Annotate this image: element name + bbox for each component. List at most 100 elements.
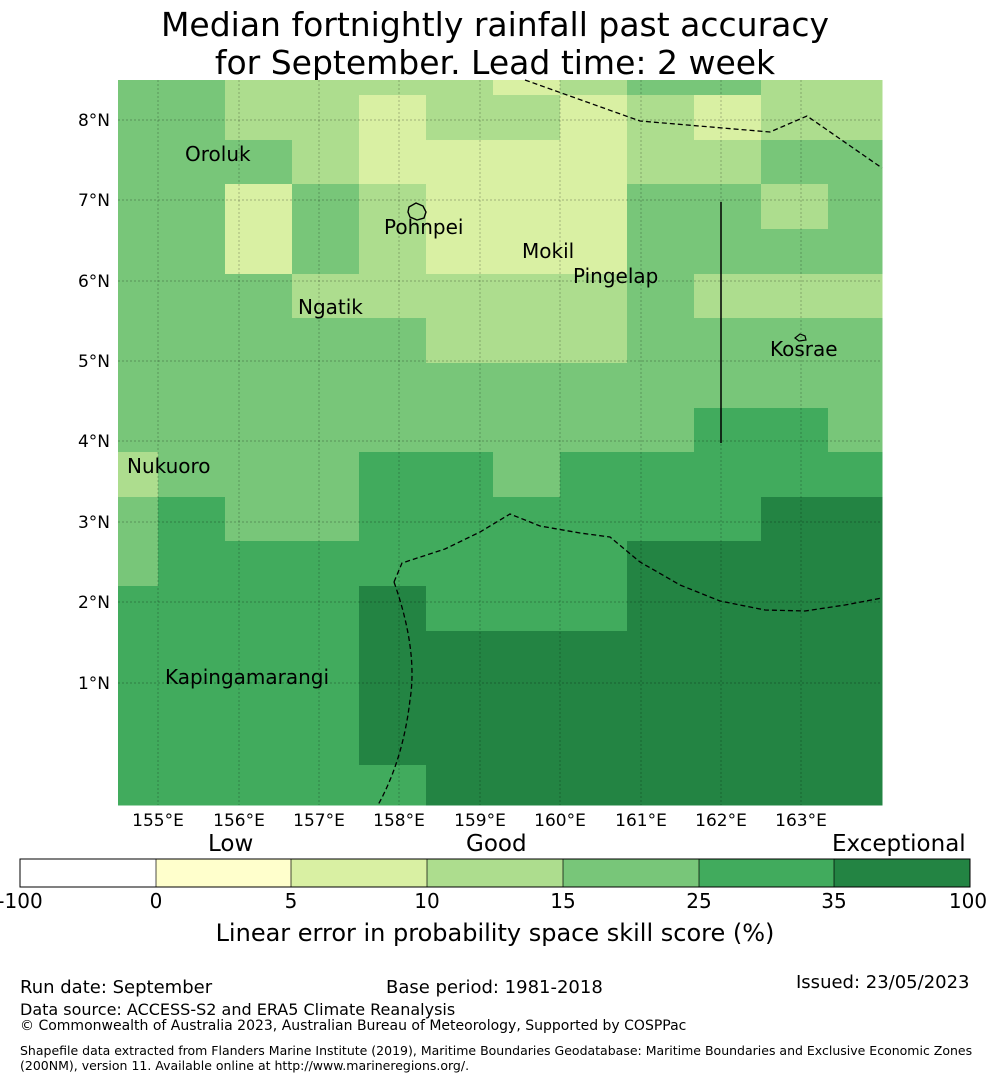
colorbar-label: Linear error in probability space skill … [215, 919, 775, 947]
skill-cell [359, 765, 427, 806]
skill-cell [118, 363, 159, 409]
colorbar-tick-0: 0 [149, 889, 163, 913]
lat-label-2n: 2°N [78, 593, 110, 613]
skill-cell [426, 765, 494, 806]
skill-cell [493, 95, 561, 141]
skill-cell [761, 229, 829, 275]
skill-cell [118, 184, 159, 230]
eez-boundary-north [524, 79, 883, 169]
colorbar-tick-25: 25 [686, 889, 712, 913]
lon-label-158e: 158°E [373, 811, 425, 831]
skill-cell [359, 363, 427, 409]
skill-cell [292, 363, 360, 409]
colorbar-tick-100: 100 [948, 889, 988, 913]
skill-cell [828, 95, 883, 141]
skill-cell [225, 363, 293, 409]
skill-cell [627, 452, 695, 498]
skill-cell [359, 631, 427, 677]
skill-cell [359, 541, 427, 587]
skill-cell [828, 452, 883, 498]
skill-cell [560, 452, 628, 498]
place-pohnpei: Pohnpei [384, 215, 464, 239]
skill-cell [292, 541, 360, 587]
skill-cell [761, 80, 829, 96]
skill-cell [828, 586, 883, 632]
skill-cell [493, 676, 561, 721]
colorbar-category-exceptional: Exceptional [832, 831, 966, 857]
skill-cell [118, 95, 159, 141]
skill-cell [627, 631, 695, 677]
skill-cell [292, 765, 360, 806]
skill-cell [493, 140, 561, 185]
place-pingelap: Pingelap [573, 264, 658, 288]
colorbar-frame [19, 858, 971, 888]
skill-cell [627, 765, 695, 806]
skill-cell [292, 586, 360, 632]
skill-cell [158, 631, 226, 677]
lat-label-6n: 6°N [78, 272, 110, 292]
skill-cell [118, 140, 159, 185]
skill-cell [828, 676, 883, 721]
skill-cell [694, 452, 762, 498]
skill-cell [694, 408, 762, 453]
skill-cell [158, 452, 226, 498]
base-period: Base period: 1981-2018 [386, 977, 603, 998]
skill-cell [292, 497, 360, 542]
lat-label-7n: 7°N [78, 191, 110, 211]
colorbar-category-good: Good [466, 831, 527, 857]
skill-cell [158, 140, 226, 185]
skill-cell [493, 318, 561, 364]
skill-cell [426, 720, 494, 766]
copyright: © Commonwealth of Australia 2023, Austra… [20, 1018, 687, 1034]
skill-cell [560, 80, 628, 96]
lat-label-8n: 8°N [78, 111, 110, 131]
skill-cell [225, 452, 293, 498]
skill-cell [828, 274, 883, 319]
skill-cell [426, 631, 494, 677]
skill-cell [493, 229, 561, 275]
skill-cell [761, 452, 829, 498]
skill-cell [118, 80, 159, 96]
skill-cell [493, 586, 561, 632]
skill-cell [560, 676, 628, 721]
skill-cell [118, 631, 159, 677]
skill-cell [426, 229, 494, 275]
skill-cell [560, 765, 628, 806]
skill-cell [694, 720, 762, 766]
colorbar-tick-10: 10 [414, 889, 440, 913]
skill-cell [359, 229, 427, 275]
skill-cell [761, 408, 829, 453]
skill-cell [560, 497, 628, 542]
skill-cell [627, 184, 695, 230]
skill-cell [828, 140, 883, 185]
skill-cell [118, 676, 159, 721]
skill-cell [627, 676, 695, 721]
skill-cell [694, 80, 762, 96]
skill-cell [761, 363, 829, 409]
skill-cell [158, 720, 226, 766]
skill-cell [359, 318, 427, 364]
colorbar-segment-2 [156, 859, 291, 887]
skill-cell [225, 95, 293, 141]
skill-cell [292, 452, 360, 498]
skill-cell [761, 140, 829, 185]
skill-cell [627, 363, 695, 409]
skill-cell [292, 274, 360, 319]
skill-grid [118, 80, 883, 806]
skill-cell [761, 676, 829, 721]
skill-cell [493, 497, 561, 542]
skill-cell [359, 95, 427, 141]
skill-cell [158, 676, 226, 721]
skill-cell [225, 184, 293, 230]
skill-cell [560, 95, 628, 141]
skill-cell [627, 95, 695, 141]
skill-cell [694, 318, 762, 364]
skill-cell [694, 586, 762, 632]
colorbar-segment-1 [20, 859, 156, 887]
skill-cell [225, 497, 293, 542]
skill-cell [225, 229, 293, 275]
skill-cell [118, 586, 159, 632]
lat-label-1n: 1°N [78, 674, 110, 694]
skill-cell [627, 274, 695, 319]
skill-cell [761, 586, 829, 632]
